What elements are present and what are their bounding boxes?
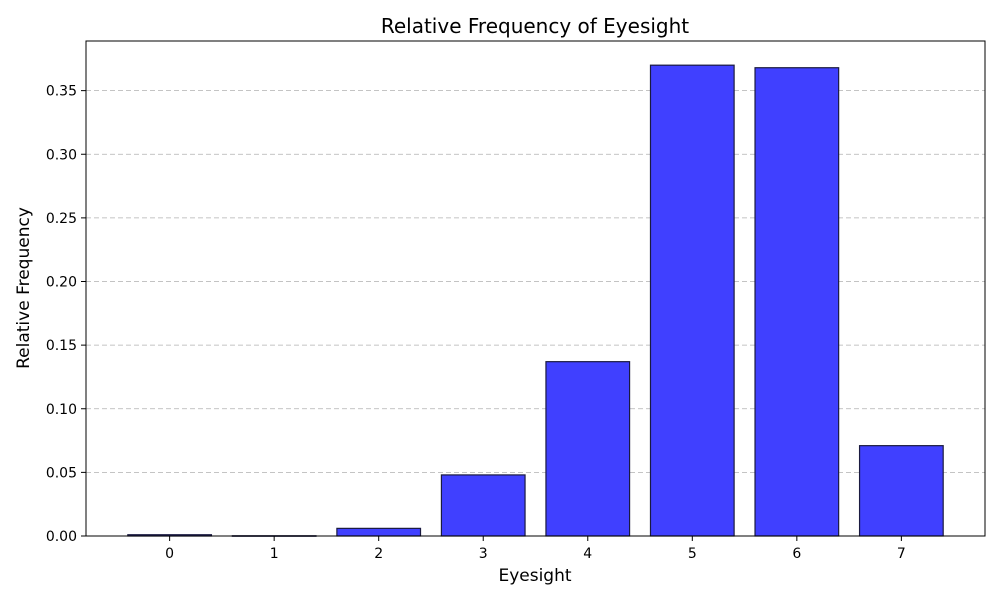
x-tick-label: 5 [688,546,697,562]
y-tick-label: 0.00 [46,529,77,545]
x-tick-label: 7 [897,546,906,562]
bar-7 [858,445,944,537]
y-axis-label: Relative Frequency [14,207,34,369]
y-tick-label: 0.15 [46,338,77,354]
y-tick-label: 0.20 [46,275,77,291]
x-tick-label: 1 [270,546,279,562]
y-tick-label: 0.35 [46,84,77,100]
y-tick-label: 0.25 [46,211,77,227]
x-tick-label: 0 [165,546,174,562]
x-tick-label: 4 [583,546,592,562]
bar-6 [754,67,840,537]
bars [127,64,944,537]
y-axis-ticks: 0.00 0.05 0.10 0.15 0.20 0.25 0.30 0.35 [46,84,86,545]
chart-title: Relative Frequency of Eyesight [381,14,689,38]
grid-lines [86,90,985,473]
bar-3 [440,474,526,537]
y-tick-label: 0.05 [46,465,77,481]
x-axis-ticks: 0 1 2 3 4 5 6 7 [165,536,906,562]
bar-5 [649,64,735,537]
bar-4 [545,361,631,537]
x-tick-label: 6 [792,546,801,562]
plot-frame [85,40,986,537]
x-tick-label: 2 [374,546,383,562]
x-tick-label: 3 [479,546,488,562]
y-tick-label: 0.10 [46,402,77,418]
x-axis-label: Eyesight [498,566,571,586]
bar-2 [336,527,422,537]
y-tick-label: 0.30 [46,147,77,163]
